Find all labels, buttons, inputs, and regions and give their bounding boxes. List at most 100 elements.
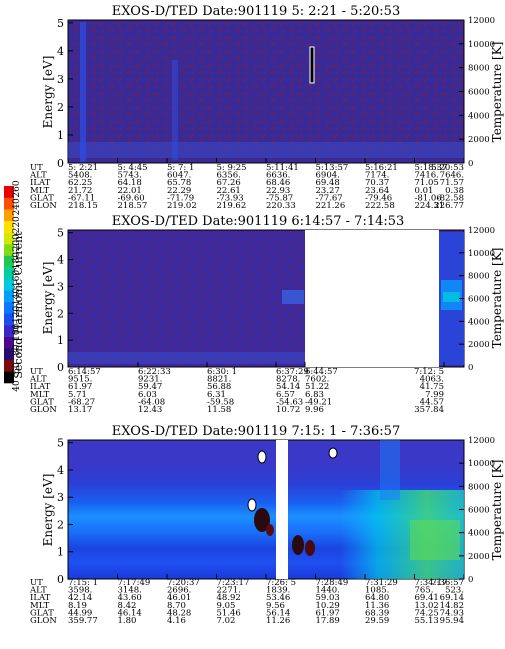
panel-3-teal-patch — [410, 520, 460, 560]
info-cell: 7602. — [305, 375, 329, 385]
y-tick-label: 4 — [57, 254, 64, 267]
info-cell: 17.89 — [316, 616, 340, 626]
y-tick-label: 2 — [57, 307, 64, 320]
info-cell: 21.72 — [68, 186, 92, 196]
info-cell: 54.14 — [276, 382, 300, 392]
info-cell: 9231. — [138, 375, 162, 385]
panel-1-plot-area — [67, 19, 465, 164]
info-cell: 13.17 — [68, 405, 92, 415]
info-cell: 8.19 — [68, 601, 87, 611]
y-tick-label: 1 — [57, 546, 64, 559]
colorbar-swatch — [4, 255, 14, 268]
info-cell: 2271. — [217, 586, 241, 596]
info-cell: 74.93 — [440, 608, 464, 618]
y2-tick-label: 2000 — [468, 552, 490, 562]
colorbar-swatch — [4, 220, 14, 233]
info-cell: 6.03 — [138, 390, 157, 400]
info-row-label: ILAT — [30, 593, 51, 603]
info-cell: 7:34:17 — [415, 578, 448, 588]
info-cell: 13.02 — [415, 601, 439, 611]
info-cell: -54.63 — [276, 397, 303, 407]
info-cell: 6.57 — [276, 390, 295, 400]
info-cell: 7416. — [415, 171, 439, 181]
info-cell: -59.58 — [207, 397, 234, 407]
y-tick-label: 5 — [57, 227, 64, 240]
info-row-label: MLT — [30, 601, 50, 611]
info-row-label: UT — [30, 578, 43, 588]
info-cell: 7:36:57 — [431, 578, 464, 588]
info-cell: -82.58 — [437, 193, 464, 203]
y-tick-label: 1 — [57, 334, 64, 347]
info-cell: 6:14:57 — [68, 367, 101, 377]
info-cell: 5: 7: 1 — [167, 163, 194, 173]
info-cell: 5:16:21 — [365, 163, 398, 173]
colorbar-swatch — [4, 197, 14, 210]
info-cell: 8821. — [207, 375, 231, 385]
info-cell: 5.71 — [68, 390, 87, 400]
info-cell: 7:17:49 — [118, 578, 151, 588]
info-row-label: GLAT — [30, 397, 54, 407]
y-tick-label: 5 — [57, 17, 64, 30]
colorbar-tick-label: 120 — [12, 306, 22, 323]
info-cell: 55.13 — [415, 616, 439, 626]
y2-tick-label: 12000 — [468, 226, 495, 236]
info-cell: 7:26: 5 — [266, 578, 296, 588]
info-cell: 7:20:37 — [167, 578, 200, 588]
panel-3-dark-blotches — [247, 447, 338, 556]
info-cell: 6.83 — [305, 390, 324, 400]
info-cell: 7:28:49 — [316, 578, 349, 588]
info-cell: 6:22:33 — [138, 367, 171, 377]
panel-1: EXOS-D/TED Date:901119 5: 2:21 - 5:20:53… — [29, 4, 504, 211]
info-cell: 61.97 — [316, 608, 340, 618]
y-tick-label: 0 — [57, 157, 64, 170]
y-tick-label: 4 — [57, 464, 64, 477]
info-cell: 29.59 — [365, 616, 389, 626]
info-cell: 221.26 — [316, 201, 346, 211]
info-row-label: ILAT — [30, 178, 51, 188]
y2-tick-label: 6000 — [468, 506, 490, 516]
info-cell: 68.39 — [365, 608, 389, 618]
panel-1-spike — [309, 46, 315, 84]
info-cell: 51.22 — [305, 382, 329, 392]
info-cell: -49.21 — [305, 397, 332, 407]
info-cell: 224.31 — [415, 201, 445, 211]
info-cell: 23.27 — [316, 186, 340, 196]
colorbar-tick-label: 60 — [12, 362, 22, 374]
info-cell: 218.57 — [118, 201, 148, 211]
info-cell: 69.48 — [316, 178, 340, 188]
y2-tick-label: 0 — [468, 363, 473, 373]
info-cell: 9.05 — [217, 601, 236, 611]
colorbar-tick-label: 200 — [12, 234, 22, 251]
info-cell: 7.99 — [425, 390, 444, 400]
info-cell: 43.60 — [118, 593, 142, 603]
info-cell: 4063. — [420, 375, 444, 385]
info-cell: -68.27 — [68, 397, 95, 407]
info-cell: 56.88 — [207, 382, 231, 392]
info-cell: 67.26 — [217, 178, 241, 188]
info-cell: 10.29 — [316, 601, 340, 611]
info-cell: 9.56 — [266, 601, 285, 611]
panel-1-title: EXOS-D/TED Date:901119 5: 2:21 - 5:20:53 — [112, 4, 400, 19]
info-cell: 5:20:53 — [431, 163, 464, 173]
y2-tick-label: 4000 — [468, 529, 490, 539]
info-cell: 219.02 — [167, 201, 197, 211]
info-cell: -69.60 — [118, 193, 145, 203]
colorbar-tick-label: 160 — [12, 270, 22, 287]
y2-tick-label: 10000 — [468, 459, 495, 469]
info-cell: 6:44:57 — [305, 367, 338, 377]
info-cell: -77.67 — [316, 193, 343, 203]
panel-3-ylabel-left: Energy [eV] — [41, 474, 55, 547]
y2-tick-label: 2000 — [468, 340, 490, 350]
colorbar-swatch — [4, 371, 14, 384]
info-cell: 5743. — [118, 171, 142, 181]
y-tick-label: 3 — [57, 280, 64, 293]
y2-tick-label: 12000 — [468, 16, 495, 26]
info-cell: 7:15: 1 — [68, 578, 98, 588]
panel-2-title: EXOS-D/TED Date:901119 6:14:57 - 7:14:53 — [112, 214, 405, 229]
info-cell: 7:23:17 — [217, 578, 250, 588]
info-cell: 22.93 — [266, 186, 290, 196]
info-cell: 6356. — [217, 171, 241, 181]
info-cell: 1085. — [365, 586, 389, 596]
panel-2-ylabel-right: Temperature [K] — [490, 248, 504, 349]
panel-3-ylabel-right: Temperature [K] — [490, 460, 504, 561]
